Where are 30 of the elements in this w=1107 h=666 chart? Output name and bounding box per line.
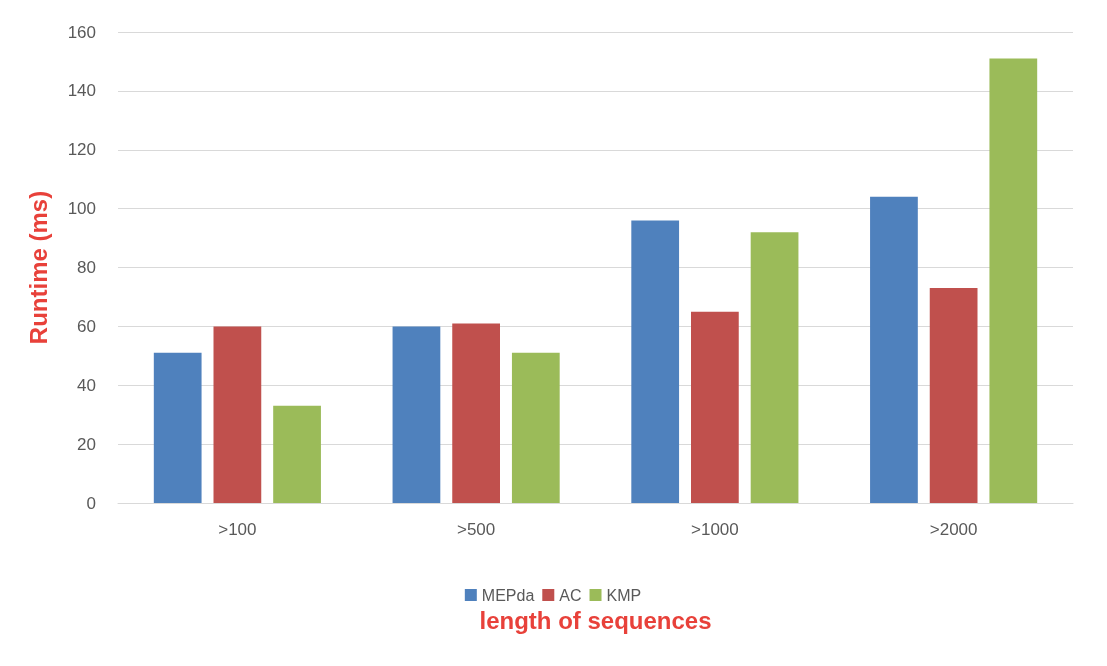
- bar: [213, 326, 262, 503]
- bar: [153, 352, 202, 503]
- legend-label: MEPda: [481, 586, 535, 604]
- bar: [273, 405, 321, 503]
- bar: [392, 326, 441, 503]
- y-tick-label: 120: [67, 140, 96, 160]
- bar: [631, 220, 680, 503]
- bar: [452, 323, 500, 503]
- bar: [870, 196, 918, 503]
- bar: [691, 311, 739, 503]
- bar: [511, 352, 560, 503]
- x-tick-label: >1000: [691, 520, 739, 539]
- y-tick-label: 0: [86, 493, 96, 513]
- bar: [929, 288, 978, 503]
- y-tick-label: 20: [77, 434, 96, 454]
- y-tick-label: 80: [77, 258, 96, 277]
- y-tick-label: 100: [67, 199, 96, 219]
- x-axis-title: length of sequences: [479, 606, 712, 634]
- bar: [989, 58, 1038, 503]
- y-tick-label: 160: [67, 22, 96, 42]
- y-tick-label: 40: [77, 375, 96, 395]
- y-tick-label: 140: [67, 81, 96, 101]
- y-tick-label: 60: [77, 316, 96, 336]
- bar: [750, 232, 799, 503]
- x-tick-label: >100: [218, 520, 257, 539]
- y-axis-title: Runtime (ms): [24, 190, 52, 345]
- x-tick-label: >2000: [929, 520, 978, 539]
- legend-label: AC: [559, 586, 582, 604]
- legend-label: KMP: [606, 586, 642, 604]
- x-tick-label: >500: [456, 520, 496, 539]
